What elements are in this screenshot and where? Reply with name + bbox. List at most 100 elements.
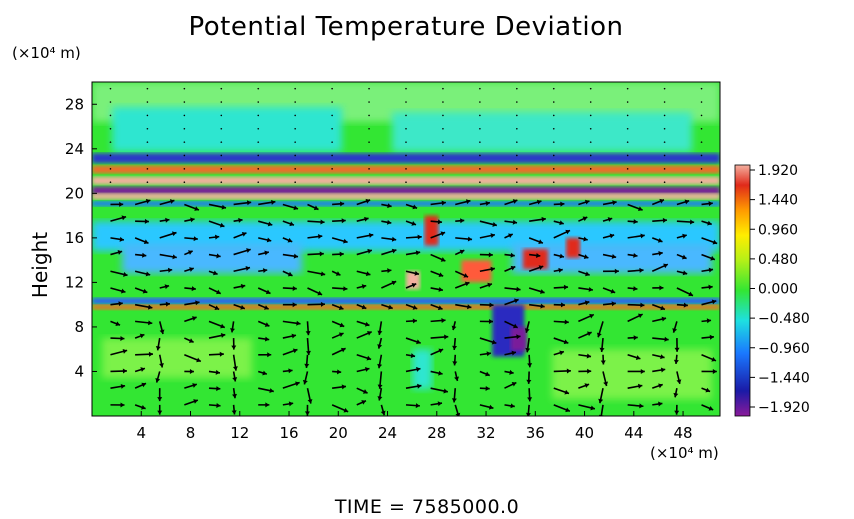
colorbar-tick-label: −0.960 xyxy=(758,341,810,357)
wind-arrow-head xyxy=(267,221,273,227)
wind-arrow-head xyxy=(708,201,713,207)
wind-arrow-head xyxy=(511,350,516,356)
wind-arrow-head xyxy=(196,357,201,363)
wind-arrow-head xyxy=(391,248,397,254)
wind-arrow-dot xyxy=(183,101,186,103)
wind-arrow-dot xyxy=(146,101,149,103)
wind-arrow-dot xyxy=(109,101,112,103)
wind-arrow-head xyxy=(585,271,590,277)
wind-arrow-head xyxy=(335,271,341,276)
wind-arrow-head xyxy=(516,334,521,340)
wind-arrow-dot xyxy=(442,154,444,157)
wind-arrow-dot xyxy=(442,101,444,103)
wind-arrow-dot xyxy=(109,141,112,143)
wind-arrow-head xyxy=(191,286,196,292)
wind-arrow-dot xyxy=(257,141,260,143)
wind-arrow-head xyxy=(674,410,680,415)
field-patch-18 xyxy=(406,271,420,290)
wind-arrow-head xyxy=(438,272,444,277)
field-patch-20 xyxy=(510,326,527,351)
wind-arrow-head xyxy=(583,254,589,259)
wind-arrow-head xyxy=(304,411,310,416)
wind-arrow-head xyxy=(164,284,170,290)
wind-arrow-dot xyxy=(626,181,629,183)
wind-arrow-head xyxy=(510,252,515,258)
wind-arrow-head xyxy=(584,383,590,388)
wind-arrow-head xyxy=(437,401,443,407)
wind-arrow-head xyxy=(377,384,383,389)
wind-arrow-head xyxy=(157,410,163,415)
wind-arrow-head xyxy=(488,404,494,410)
wind-arrow-head xyxy=(639,267,644,273)
wind-arrow-head xyxy=(566,368,571,374)
wind-arrow-head xyxy=(527,363,533,368)
wind-arrow-head xyxy=(485,385,490,391)
wind-arrow-head xyxy=(437,305,443,311)
wind-arrow-head xyxy=(190,217,195,223)
wind-arrow-head xyxy=(417,234,422,240)
wind-arrow-head xyxy=(558,267,563,273)
wind-arrow-head xyxy=(443,388,448,394)
wind-arrow-head xyxy=(603,381,609,386)
wind-arrow-head xyxy=(416,339,421,345)
wind-arrow-head xyxy=(512,219,518,225)
wind-arrow-head xyxy=(712,239,718,245)
wind-arrow-head xyxy=(269,388,274,394)
wind-arrow-head xyxy=(609,233,615,239)
wind-arrow-head xyxy=(230,328,235,333)
wind-arrow-head xyxy=(633,219,638,225)
wind-arrow-head xyxy=(688,291,693,297)
wind-arrow-head xyxy=(682,233,687,239)
wind-arrow-dot xyxy=(626,127,629,130)
wind-arrow-head xyxy=(711,299,717,305)
wind-arrow-head xyxy=(612,200,617,206)
wind-arrow-head xyxy=(438,348,444,354)
wind-arrow-head xyxy=(340,347,346,353)
x-tick-label: 36 xyxy=(526,424,545,442)
wind-arrow-head xyxy=(292,285,297,291)
wind-arrow-head xyxy=(193,236,198,242)
wind-arrow-dot xyxy=(146,87,149,90)
wind-arrow-head xyxy=(509,369,514,375)
wind-arrow-head xyxy=(711,356,716,362)
wind-arrow-dot xyxy=(405,141,407,143)
field-patch-10 xyxy=(122,243,302,274)
wind-arrow-head xyxy=(246,248,251,253)
wind-arrow-head xyxy=(232,393,237,399)
wind-arrow-dot xyxy=(183,127,186,130)
wind-arrow-dot xyxy=(589,181,592,183)
wind-arrow-head xyxy=(637,313,643,319)
wind-arrow-dot xyxy=(331,114,333,117)
wind-arrow-head xyxy=(365,271,371,277)
wind-arrow-head xyxy=(525,347,531,353)
wind-arrow-dot xyxy=(331,141,333,143)
wind-arrow-head xyxy=(305,350,311,355)
wind-arrow-dot xyxy=(294,87,296,90)
field-patch-23 xyxy=(552,349,712,400)
wind-arrow-head xyxy=(600,360,606,365)
wind-arrow-dot xyxy=(589,87,592,90)
wind-arrow-dot xyxy=(183,114,186,117)
wind-arrow-head xyxy=(598,398,604,404)
wind-arrow-head xyxy=(510,265,516,271)
wind-arrow-head xyxy=(514,298,519,304)
wind-arrow-head xyxy=(188,338,194,343)
wind-arrow-head xyxy=(336,369,342,375)
plot-frame xyxy=(91,81,721,417)
wind-arrow-dot xyxy=(479,141,481,143)
wind-arrow-dot xyxy=(183,87,186,90)
wind-arrow-head xyxy=(707,220,712,226)
wind-arrow-head xyxy=(659,285,664,291)
wind-arrow-head xyxy=(271,199,276,205)
wind-arrow-head xyxy=(417,383,422,389)
wind-arrow-head xyxy=(673,359,679,364)
wind-arrow-head xyxy=(565,229,570,235)
wind-arrow-head xyxy=(232,366,238,371)
wind-arrow-dot xyxy=(516,87,518,90)
wind-arrow-head xyxy=(145,271,151,277)
wind-arrow-head xyxy=(121,215,127,221)
wind-arrow-dot xyxy=(294,181,296,183)
wind-arrow-head xyxy=(155,346,161,351)
wind-arrow-head xyxy=(364,321,370,327)
